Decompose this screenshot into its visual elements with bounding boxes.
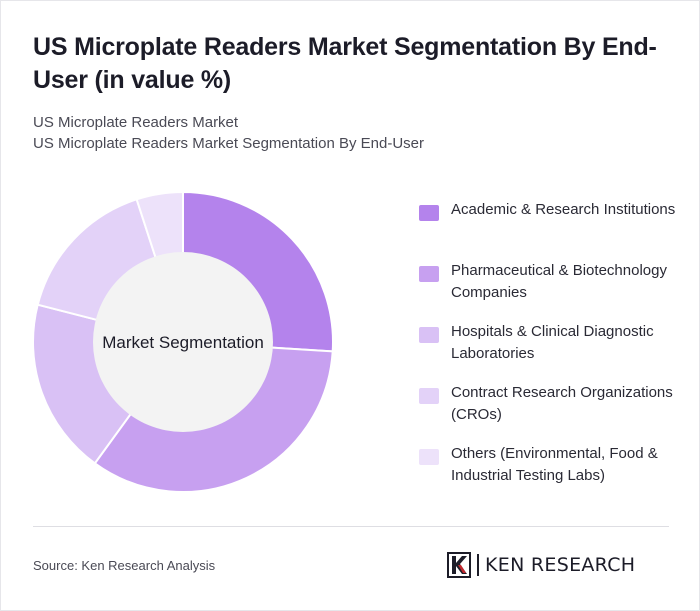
logo-divider-bar [477, 554, 479, 576]
footer-divider [33, 526, 669, 527]
legend-swatch-4 [419, 388, 439, 404]
legend-label-2: Pharmaceutical & Biotechnology Companies [451, 262, 667, 301]
chart-legend: Academic & Research Institutions Pharmace… [419, 199, 679, 504]
legend-label-3: Hospitals & Clinical Diagnostic Laborato… [451, 323, 654, 362]
chart-title: US Microplate Readers Market Segmentatio… [33, 33, 657, 94]
legend-item-4: Contract Research Organizations (CROs) [419, 382, 679, 443]
ken-research-logo: KEN RESEARCH [447, 550, 635, 580]
legend-item-5: Others (Environmental, Food & Industrial… [419, 443, 679, 504]
ken-research-logo-icon [447, 552, 471, 578]
donut-hole [93, 252, 273, 432]
legend-item-3: Hospitals & Clinical Diagnostic Laborato… [419, 321, 679, 382]
chart-subtitle-market: US Microplate Readers Market [33, 114, 239, 131]
legend-swatch-2 [419, 266, 439, 282]
ken-research-logo-text: KEN RESEARCH [485, 554, 636, 576]
legend-label-4: Contract Research Organizations (CROs) [451, 384, 673, 423]
legend-swatch-5 [419, 449, 439, 465]
legend-item-2: Pharmaceutical & Biotechnology Companies [419, 260, 679, 321]
legend-label-1: Academic & Research Institutions [451, 201, 676, 218]
legend-swatch-1 [419, 205, 439, 221]
legend-item-1: Academic & Research Institutions [419, 199, 679, 260]
source-note: Source: Ken Research Analysis [33, 558, 216, 573]
legend-label-5: Others (Environmental, Food & Industrial… [451, 445, 658, 484]
legend-swatch-3 [419, 327, 439, 343]
donut-chart: Market Segmentation [32, 190, 334, 493]
donut-center-label: Market Segmentation [102, 333, 264, 352]
chart-subtitle-segmentation: US Microplate Readers Market Segmentatio… [33, 135, 424, 152]
